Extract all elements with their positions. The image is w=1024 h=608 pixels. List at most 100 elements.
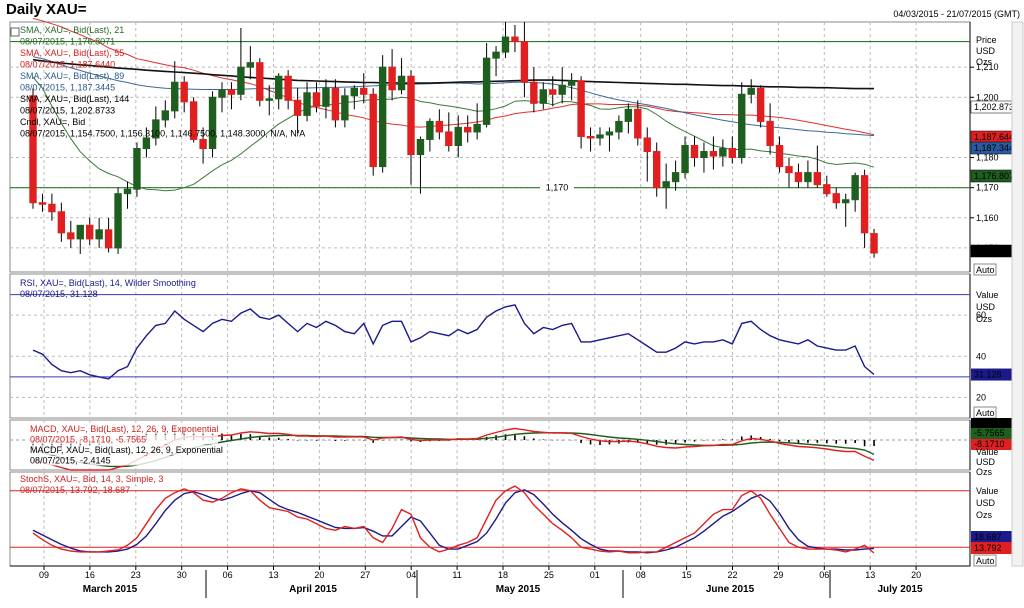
price-legend-line: SMA, XAU=, Bid(Last), 89	[20, 71, 124, 81]
macd-tag: -2.4145	[974, 418, 1005, 428]
rsi-legend-line: 08/07/2015, 31.128	[20, 289, 98, 299]
x-tick-label: 29	[773, 570, 783, 580]
x-month-label: June 2015	[706, 584, 755, 595]
candle-body	[719, 148, 727, 157]
macd-legend-line: MACDF, XAU=, Bid(Last), 12, 26, 9, Expon…	[30, 445, 223, 455]
macd-legend-bg	[28, 445, 218, 455]
candle-body	[860, 175, 869, 234]
candle-body	[227, 89, 236, 95]
candle-body	[341, 95, 349, 121]
x-tick-label: 18	[498, 570, 508, 580]
rsi-legend-line: RSI, XAU=, Bid(Last), 14, Wilder Smoothi…	[20, 278, 196, 288]
stoch-tag: 13.792	[974, 543, 1002, 553]
x-tick-label: 06	[819, 570, 829, 580]
candle-body	[76, 224, 84, 240]
macd-tag-bg	[971, 428, 1021, 439]
candle-body	[511, 36, 519, 43]
macd-legend-bg	[28, 434, 218, 445]
candle-body	[586, 135, 595, 139]
candle-body	[671, 172, 680, 183]
candle-body	[662, 181, 670, 189]
candle-body	[823, 184, 831, 195]
candle-body	[851, 175, 859, 201]
stoch-tag-bg	[971, 531, 1021, 543]
price-tick-label: 1,210	[976, 62, 999, 72]
macd-tag-bg	[971, 418, 1021, 429]
macd-legend-bg	[28, 455, 218, 466]
candle-body	[360, 87, 368, 95]
candle-body	[275, 75, 283, 100]
candle-body	[634, 108, 642, 139]
candle-body	[832, 193, 840, 204]
candle-body	[605, 131, 614, 136]
candle-body	[86, 224, 94, 240]
x-tick-label: 11	[452, 570, 461, 580]
stoch-axis-header: Value	[976, 486, 998, 496]
rsi-tick-label: 40	[976, 351, 986, 361]
x-month-label: July 2015	[877, 584, 922, 595]
candle-body	[530, 81, 538, 104]
candle-body	[842, 199, 850, 204]
x-tick-label: 15	[682, 570, 692, 580]
x-tick-label: 01	[590, 570, 600, 580]
candle-body	[747, 87, 755, 95]
rsi-tick-label: 20	[976, 392, 986, 402]
price-legend-line: Cndl, XAU=, Bid	[20, 117, 85, 127]
candle-body	[577, 80, 585, 137]
candle-body	[464, 126, 472, 133]
candle-body	[67, 232, 75, 240]
candle-body	[378, 66, 387, 168]
candle-body	[407, 75, 415, 156]
price-legend-line: SMA, XAU=, Bid(Last), 21	[20, 25, 124, 35]
candle-body	[445, 131, 453, 146]
candle-body	[208, 96, 217, 150]
candle-body	[133, 148, 141, 190]
price-legend-line: 08/07/2015, 1,202.8733	[20, 106, 115, 116]
auto-button-bg	[973, 263, 997, 276]
stoch-tag: 18.687	[974, 532, 1002, 542]
candle-body	[643, 137, 651, 153]
candle-body	[501, 36, 510, 53]
candle-body	[794, 172, 803, 183]
right-scroll-strip	[1011, 21, 1024, 567]
candle-body	[171, 81, 179, 112]
price-tag: 1,176.8071	[974, 171, 1019, 181]
stoch-auto-button: Auto	[976, 556, 995, 566]
candle-body	[709, 151, 718, 157]
candle-body	[539, 89, 547, 104]
stoch-tag-bg	[971, 542, 1021, 554]
candle-body	[681, 144, 689, 174]
price-legend-line: 08/07/2015, 1,187.3445	[20, 83, 115, 93]
macd-tag: -8.1710	[974, 439, 1005, 449]
price-axis-header: Price	[976, 35, 997, 45]
candle-body	[492, 51, 500, 59]
x-tick-label: 22	[727, 570, 737, 580]
stoch-d-line	[32, 489, 875, 554]
price-axis-header: Ozs	[976, 57, 993, 67]
candle-body	[426, 120, 434, 140]
candle-body	[482, 57, 491, 125]
rsi-axis-header: USD	[976, 302, 996, 312]
macd-axis-header: Ozs	[976, 467, 993, 477]
candle-body	[322, 87, 330, 107]
candle-body	[265, 98, 273, 101]
candle-body	[558, 84, 566, 95]
candle-body	[246, 62, 255, 68]
candle-body	[775, 144, 784, 168]
level-label: 1,170	[546, 183, 569, 193]
price-legend-line: 08/07/2015, 1,176.8071	[20, 37, 115, 47]
candle-body	[700, 151, 708, 159]
macd-axis-header: Value	[976, 447, 998, 457]
x-tick-label: 30	[177, 570, 187, 580]
candle-body	[388, 66, 396, 91]
price-legend-line: 08/07/2015, 1,154.7500, 1,156.3100, 1,14…	[20, 129, 305, 139]
price-tick-label: 1,170	[976, 183, 999, 193]
candle-body	[152, 119, 160, 139]
stoch-legend-line: 08/07/2015, 13.792, 18.687	[20, 485, 130, 495]
price-auto-button: Auto	[976, 265, 995, 275]
macd-legend-line: 08/07/2015, -2.4145	[30, 456, 111, 466]
rsi-tick-label: 60	[976, 310, 986, 320]
candle-body	[549, 89, 557, 95]
date-range-label: 04/03/2015 - 21/07/2015 (GMT)	[893, 9, 1020, 19]
